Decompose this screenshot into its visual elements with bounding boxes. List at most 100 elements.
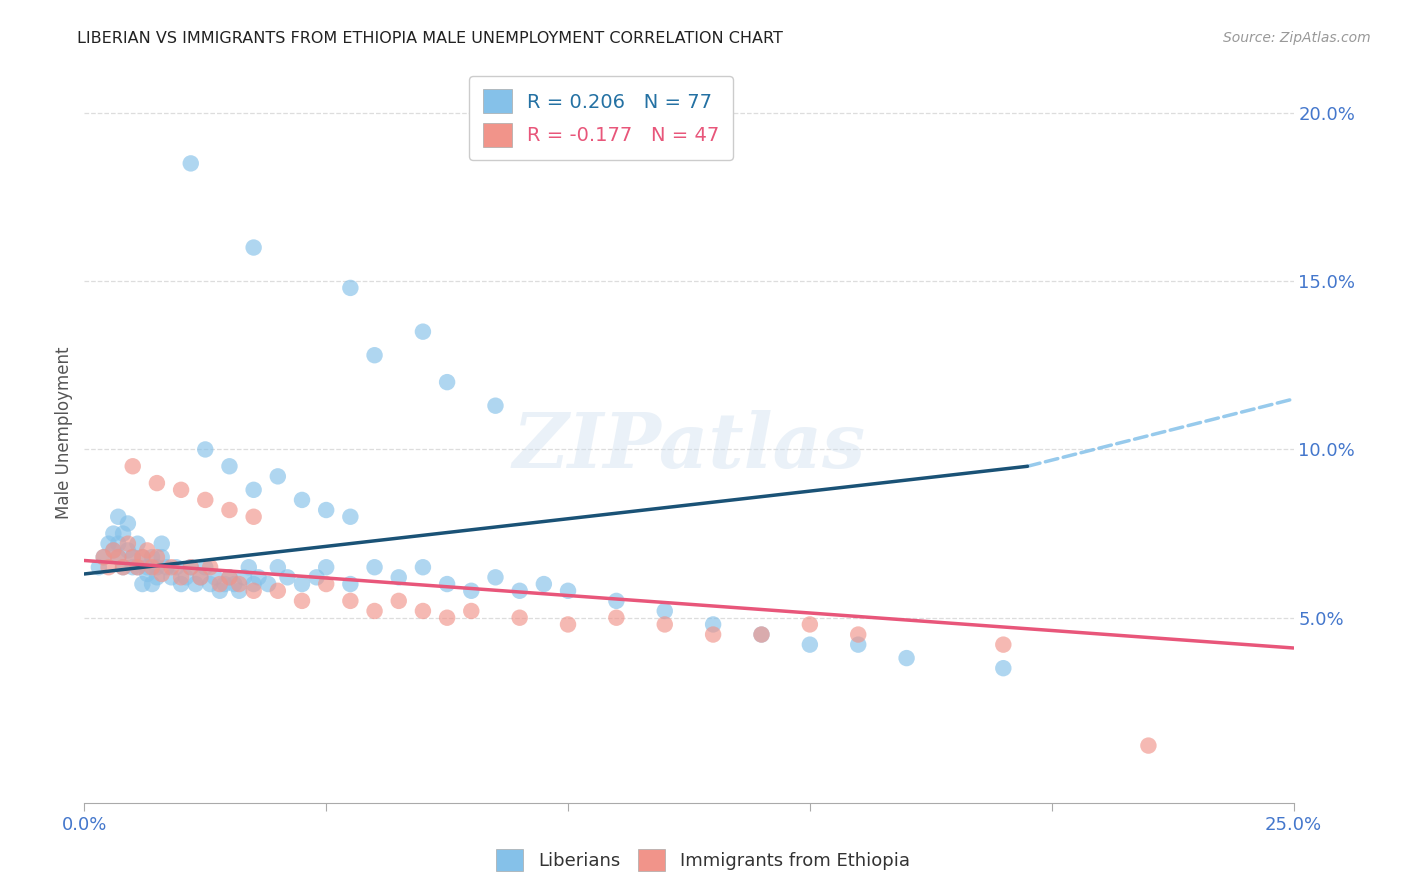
Point	[146, 476, 169, 491]
Point	[170, 570, 193, 584]
Point	[103, 543, 125, 558]
Point	[436, 375, 458, 389]
Point	[247, 570, 270, 584]
Point	[121, 560, 143, 574]
Point	[170, 483, 193, 497]
Point	[194, 442, 217, 457]
Point	[702, 627, 724, 641]
Point	[121, 459, 143, 474]
Point	[509, 610, 531, 624]
Point	[242, 483, 264, 497]
Point	[484, 399, 506, 413]
Point	[87, 560, 110, 574]
Point	[315, 503, 337, 517]
Point	[136, 543, 159, 558]
Point	[242, 577, 264, 591]
Point	[257, 577, 280, 591]
Point	[127, 560, 149, 574]
Point	[751, 627, 773, 641]
Point	[107, 550, 129, 565]
Point	[136, 566, 159, 581]
Point	[103, 526, 125, 541]
Point	[412, 604, 434, 618]
Point	[605, 610, 627, 624]
Point	[291, 594, 314, 608]
Point	[127, 536, 149, 550]
Point	[339, 509, 361, 524]
Point	[993, 661, 1015, 675]
Point	[224, 577, 246, 591]
Point	[799, 617, 821, 632]
Point	[533, 577, 555, 591]
Point	[107, 536, 129, 550]
Point	[509, 583, 531, 598]
Point	[339, 281, 361, 295]
Point	[131, 550, 153, 565]
Point	[198, 560, 221, 574]
Point	[291, 492, 314, 507]
Point	[194, 492, 217, 507]
Point	[184, 577, 207, 591]
Point	[146, 550, 169, 565]
Legend: Liberians, Immigrants from Ethiopia: Liberians, Immigrants from Ethiopia	[489, 842, 917, 879]
Legend: R = 0.206   N = 77, R = -0.177   N = 47: R = 0.206 N = 77, R = -0.177 N = 47	[470, 76, 733, 161]
Point	[557, 583, 579, 598]
Text: LIBERIAN VS IMMIGRANTS FROM ETHIOPIA MALE UNEMPLOYMENT CORRELATION CHART: LIBERIAN VS IMMIGRANTS FROM ETHIOPIA MAL…	[77, 31, 783, 46]
Point	[155, 560, 177, 574]
Point	[150, 566, 173, 581]
Point	[1137, 739, 1160, 753]
Point	[276, 570, 298, 584]
Point	[218, 459, 240, 474]
Point	[190, 570, 212, 584]
Point	[388, 570, 411, 584]
Point	[112, 560, 135, 574]
Point	[228, 583, 250, 598]
Point	[436, 610, 458, 624]
Point	[460, 604, 482, 618]
Point	[654, 617, 676, 632]
Point	[214, 577, 236, 591]
Point	[267, 583, 290, 598]
Point	[170, 577, 193, 591]
Point	[208, 577, 231, 591]
Point	[198, 577, 221, 591]
Point	[702, 617, 724, 632]
Point	[117, 536, 139, 550]
Point	[131, 550, 153, 565]
Point	[93, 550, 115, 565]
Point	[107, 550, 129, 565]
Point	[305, 570, 328, 584]
Point	[146, 570, 169, 584]
Point	[751, 627, 773, 641]
Point	[160, 570, 183, 584]
Point	[194, 560, 217, 574]
Point	[97, 536, 120, 550]
Point	[238, 560, 260, 574]
Point	[993, 638, 1015, 652]
Point	[218, 570, 240, 584]
Point	[150, 550, 173, 565]
Point	[896, 651, 918, 665]
Point	[242, 240, 264, 254]
Point	[180, 156, 202, 170]
Point	[605, 594, 627, 608]
Point	[242, 583, 264, 598]
Point	[315, 577, 337, 591]
Point	[846, 627, 869, 641]
Point	[136, 560, 159, 574]
Y-axis label: Male Unemployment: Male Unemployment	[55, 346, 73, 519]
Point	[233, 570, 256, 584]
Point	[121, 550, 143, 565]
Point	[363, 348, 385, 362]
Point	[121, 550, 143, 565]
Point	[141, 577, 163, 591]
Point	[117, 516, 139, 531]
Point	[112, 560, 135, 574]
Point	[141, 550, 163, 565]
Point	[218, 503, 240, 517]
Point	[160, 560, 183, 574]
Point	[146, 560, 169, 574]
Point	[112, 526, 135, 541]
Point	[388, 594, 411, 608]
Point	[218, 570, 240, 584]
